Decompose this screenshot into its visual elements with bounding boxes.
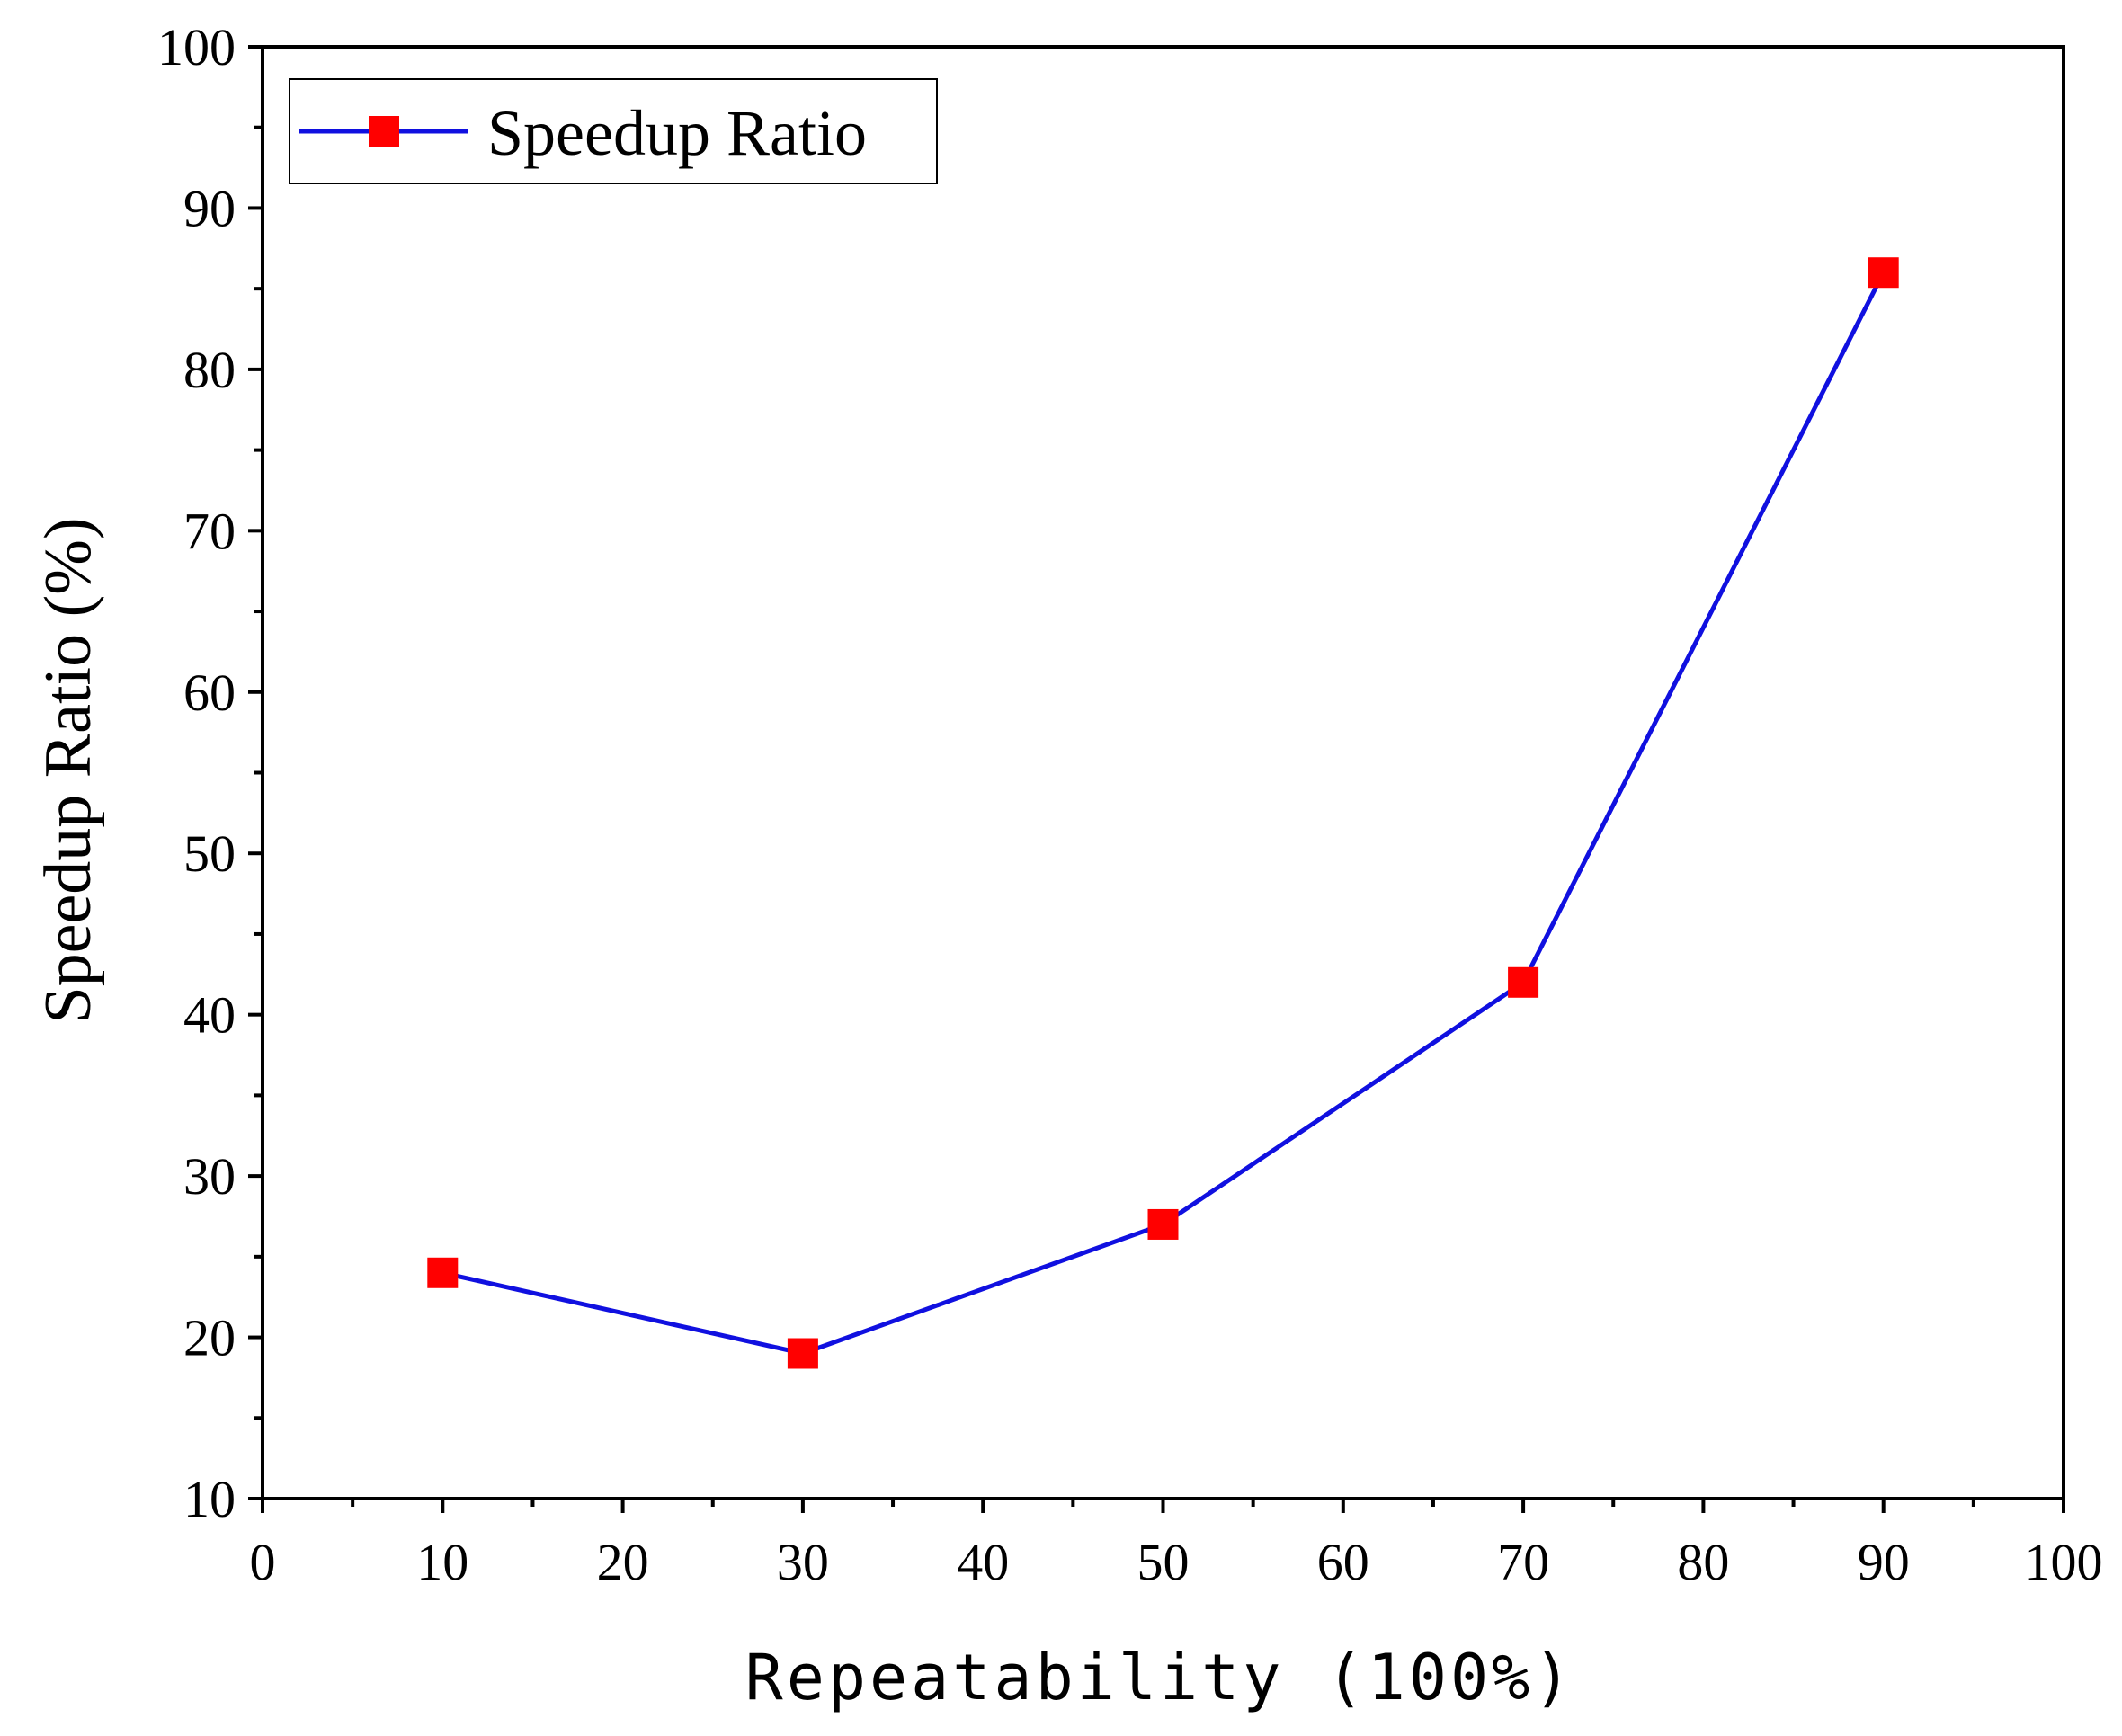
x-tick-label: 70 — [1497, 1533, 1549, 1591]
data-point-marker — [1147, 1208, 1179, 1240]
x-tick-label: 100 — [2025, 1533, 2103, 1591]
legend-marker-swatch — [369, 116, 399, 147]
y-tick-label: 10 — [183, 1470, 236, 1528]
data-point-marker — [427, 1257, 459, 1288]
plot-area — [427, 257, 1899, 1369]
x-tick-label: 30 — [777, 1533, 829, 1591]
y-tick-label: 100 — [157, 18, 236, 76]
x-tick-label: 60 — [1317, 1533, 1369, 1591]
plot-frame — [261, 45, 2065, 1500]
y-tick-label: 90 — [183, 179, 236, 237]
x-axis-title: Repeatability (100%) — [745, 1641, 1575, 1714]
x-tick-label: 0 — [250, 1533, 276, 1591]
x-tick-label: 50 — [1137, 1533, 1190, 1591]
x-tick-label: 40 — [957, 1533, 1009, 1591]
data-point-marker — [1508, 966, 1539, 998]
y-tick-label: 50 — [183, 824, 236, 883]
data-point-marker — [787, 1338, 818, 1369]
data-point-marker — [1868, 257, 1899, 289]
axes: 0 10 20 30 40 50 60 70 80 90 100102030405060708090… — [157, 18, 2103, 1591]
y-tick-label: 70 — [183, 502, 236, 560]
y-tick-label: 80 — [183, 341, 236, 399]
legend: Speedup Ratio — [289, 78, 938, 184]
y-tick-label: 20 — [183, 1309, 236, 1367]
x-tick-label: 10 — [416, 1533, 468, 1591]
series-line — [441, 272, 1886, 1356]
y-axis-title: Speedup Ratio (%) — [31, 517, 105, 1023]
x-tick-label: 90 — [1858, 1533, 1910, 1591]
x-tick-label: 20 — [597, 1533, 649, 1591]
legend-label: Speedup Ratio — [487, 97, 867, 169]
y-tick-label: 60 — [183, 663, 236, 722]
x-tick-label: 80 — [1677, 1533, 1729, 1591]
y-tick-label: 30 — [183, 1147, 236, 1206]
y-tick-label: 40 — [183, 986, 236, 1045]
